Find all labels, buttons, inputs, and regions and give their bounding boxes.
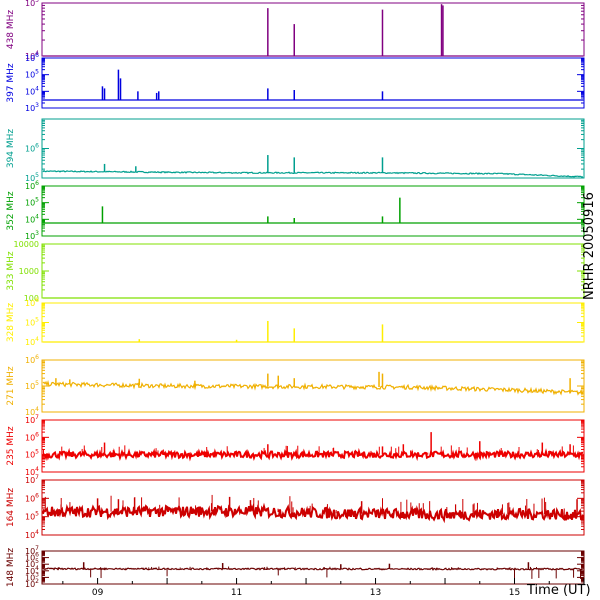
y-tick-label: 104: [25, 50, 39, 61]
channel-label-328-mhz: 328 MHz: [6, 303, 16, 343]
x-axis-title: Time (UT): [527, 583, 591, 598]
y-tick-label: 103: [25, 230, 39, 241]
panel-frame-328-mhz: [41, 302, 585, 343]
y-tick-label: 100: [24, 294, 39, 303]
channel-label-438-mhz: 438 MHz: [6, 10, 16, 50]
x-tick-label: 09: [92, 588, 104, 598]
y-tick-label: 105: [25, 511, 39, 522]
y-tick-label: 104: [25, 565, 39, 576]
y-tick-label: 1000: [19, 267, 39, 276]
y-tick-label: 103: [25, 102, 39, 113]
panel-frame-438-mhz: [41, 2, 585, 57]
figure-title: NRHR 20050916: [582, 192, 597, 300]
panel-frame-352-mhz: [41, 185, 585, 237]
y-tick-label: 103: [25, 571, 39, 582]
y-tick-label: 106: [25, 52, 39, 63]
series-line-164-mhz: [42, 502, 584, 524]
y-tick-label: 105: [25, 380, 39, 391]
series-line-148-mhz: [42, 567, 584, 571]
y-tick-label: 107: [25, 474, 39, 485]
y-tick-label: 106: [25, 431, 39, 442]
y-tick-label: 10000: [14, 240, 39, 249]
x-tick-label: 15: [509, 588, 520, 598]
panel-frame-333-mhz: [41, 243, 585, 299]
y-tick-label: 105: [25, 197, 39, 208]
y-tick-label: 105: [25, 69, 39, 80]
y-tick-label: 104: [25, 466, 39, 477]
channel-label-352-mhz: 352 MHz: [6, 191, 16, 231]
y-tick-label: 104: [25, 213, 39, 224]
channel-label-164-mhz: 164 MHz: [6, 488, 16, 528]
series-line-271-mhz: [42, 379, 584, 396]
y-tick-label: 107: [25, 545, 39, 556]
series-line-394-mhz: [42, 169, 584, 178]
channel-label-333-mhz: 333 MHz: [6, 251, 16, 291]
y-tick-label: 104: [25, 85, 39, 96]
series-line-235-mhz: [42, 447, 584, 462]
y-tick-label: 106: [25, 143, 39, 154]
panel-frame-394-mhz: [41, 118, 585, 179]
channel-label-235-mhz: 235 MHz: [6, 426, 16, 466]
panel-frame-235-mhz: [41, 419, 585, 473]
y-tick-label: 106: [25, 297, 39, 308]
x-tick-label: 11: [231, 588, 242, 598]
y-tick-label: 105: [25, 317, 39, 328]
y-tick-label: 104: [25, 336, 39, 347]
y-tick-label: 104: [25, 406, 39, 417]
channel-label-148-mhz: 148 MHz: [6, 548, 16, 588]
channel-label-271-mhz: 271 MHz: [6, 366, 16, 406]
y-tick-label: 105: [25, 172, 39, 183]
y-tick-label: 106: [25, 492, 39, 503]
panel-frame-148-mhz: [41, 550, 585, 585]
y-tick-label: 105: [25, 449, 39, 460]
y-tick-label: 106: [25, 354, 39, 365]
x-tick-label: 13: [370, 588, 381, 598]
y-tick-label: 105: [25, 558, 39, 569]
y-tick-label: 106: [25, 180, 39, 191]
y-tick-label: 107: [25, 414, 39, 425]
y-tick-label: 105: [25, 0, 39, 8]
channel-label-397-mhz: 397 MHz: [6, 63, 16, 103]
y-tick-label: 106: [25, 552, 39, 563]
y-tick-label: 104: [25, 529, 39, 540]
y-tick-label: 102: [25, 578, 39, 589]
channel-label-394-mhz: 394 MHz: [6, 129, 16, 169]
